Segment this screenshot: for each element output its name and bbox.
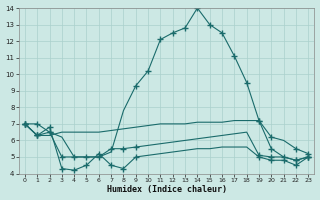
X-axis label: Humidex (Indice chaleur): Humidex (Indice chaleur) [107, 185, 227, 194]
